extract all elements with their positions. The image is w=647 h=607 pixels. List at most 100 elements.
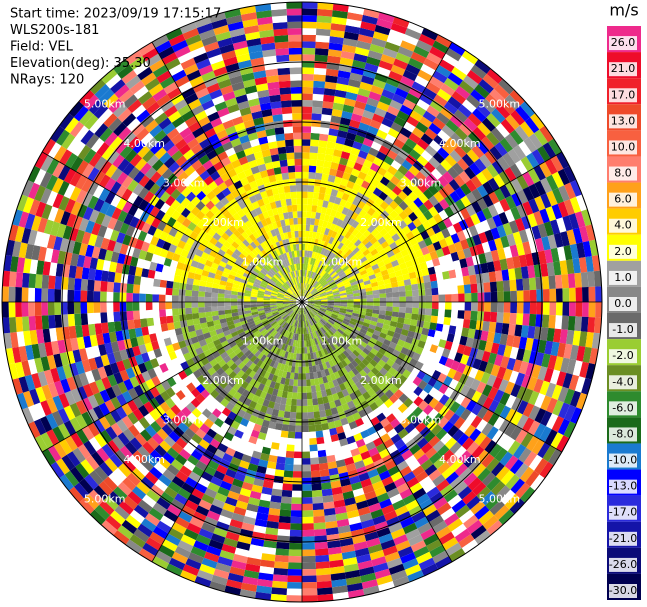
- radar-cell: [293, 458, 302, 465]
- radar-cell: [339, 383, 347, 391]
- radar-cell: [527, 376, 538, 391]
- radar-cell: [484, 341, 494, 353]
- radar-cell: [431, 370, 442, 381]
- radar-cell: [478, 339, 487, 351]
- radar-cell: [445, 454, 459, 467]
- radar-cell: [159, 440, 172, 453]
- radar-cell: [143, 401, 155, 414]
- radar-cell: [380, 355, 390, 364]
- radar-cell: [331, 350, 338, 359]
- radar-cell: [296, 313, 299, 321]
- radar-cell: [369, 474, 382, 485]
- radar-cell: [310, 378, 316, 386]
- radar-cell: [484, 362, 495, 375]
- radar-cell: [293, 224, 299, 232]
- radar-cell: [302, 250, 305, 257]
- radar-cell: [543, 367, 554, 383]
- radar-cell: [474, 530, 491, 545]
- radar-cell: [57, 408, 70, 424]
- radar-cell: [334, 452, 345, 462]
- radar-cell: [298, 366, 302, 374]
- radar-cell: [366, 496, 380, 507]
- radar-cell: [201, 557, 218, 569]
- radar-cell: [277, 146, 287, 155]
- radar-cell: [195, 460, 208, 472]
- radar-cell: [367, 379, 376, 388]
- radar-cell: [421, 327, 430, 336]
- radar-cell: [321, 334, 327, 342]
- radar-cell: [236, 328, 245, 335]
- radar-cell: [535, 352, 545, 367]
- radar-cell: [294, 432, 302, 439]
- radar-cell: [237, 302, 244, 306]
- radar-cell: [393, 398, 404, 409]
- radar-cell: [321, 114, 332, 122]
- radar-cell: [307, 302, 315, 305]
- radar-cell: [257, 383, 265, 391]
- radar-cell: [259, 361, 267, 370]
- radar-cell: [476, 419, 488, 433]
- radar-cell: [299, 347, 302, 354]
- radar-cell: [186, 412, 198, 423]
- radar-cell: [281, 343, 286, 351]
- radar-cell: [287, 28, 302, 35]
- radar-cell: [408, 325, 417, 333]
- radar-cell: [397, 428, 409, 439]
- radar-cell: [386, 330, 395, 337]
- radar-cell: [282, 476, 293, 485]
- radar-cell: [428, 387, 439, 398]
- radar-cell: [333, 307, 341, 310]
- radar-cell: [360, 302, 367, 306]
- radar-cell: [550, 432, 564, 449]
- radar-cell: [311, 309, 318, 314]
- radar-cell: [74, 313, 82, 326]
- radar-cell: [402, 493, 417, 506]
- radar-cell: [138, 548, 156, 562]
- radar-cell: [436, 479, 450, 492]
- radar-cell: [34, 288, 42, 302]
- radar-cell: [364, 315, 372, 321]
- radar-cell: [528, 405, 541, 421]
- radar-cell: [174, 364, 184, 374]
- radar-cell: [350, 383, 359, 393]
- radar-cell: [476, 311, 485, 322]
- radar-cell: [314, 424, 323, 432]
- radar-cell: [397, 339, 406, 347]
- radar-cell: [320, 349, 326, 357]
- radar-cell: [322, 325, 328, 332]
- radar-cell: [432, 520, 448, 534]
- radar-cell: [505, 394, 517, 409]
- radar-cell: [165, 360, 175, 370]
- radar-cell: [361, 337, 370, 345]
- radar-cell: [316, 15, 332, 24]
- radar-cell: [209, 504, 223, 515]
- radar-cell: [262, 385, 270, 393]
- radar-cell: [245, 469, 257, 479]
- radar-cell: [198, 302, 205, 308]
- radar-cell: [313, 80, 326, 89]
- radar-cell: [194, 482, 208, 494]
- radar-cell: [286, 205, 293, 213]
- radar-cell: [345, 327, 353, 334]
- radar-cell: [348, 420, 358, 430]
- radar-cell: [119, 282, 128, 293]
- radar-cell: [450, 360, 461, 371]
- radar-cell: [392, 499, 406, 511]
- radar-cell: [354, 494, 367, 504]
- radar-cell: [404, 564, 422, 576]
- radar-cell: [321, 173, 330, 182]
- radar-cell: [423, 383, 434, 394]
- radar-cell: [247, 463, 259, 472]
- radar-cell: [211, 350, 221, 359]
- radar-cell: [504, 422, 517, 437]
- radar-cell: [337, 465, 348, 474]
- radar-cell: [346, 306, 354, 311]
- radar-cell: [159, 279, 167, 288]
- radar-cell: [411, 307, 419, 315]
- radar-cell: [368, 324, 377, 330]
- radar-cell: [472, 463, 487, 478]
- radar-cell: [404, 454, 417, 466]
- radar-cell: [470, 378, 481, 391]
- radar-cell: [253, 357, 261, 365]
- radar-cell: [333, 371, 341, 380]
